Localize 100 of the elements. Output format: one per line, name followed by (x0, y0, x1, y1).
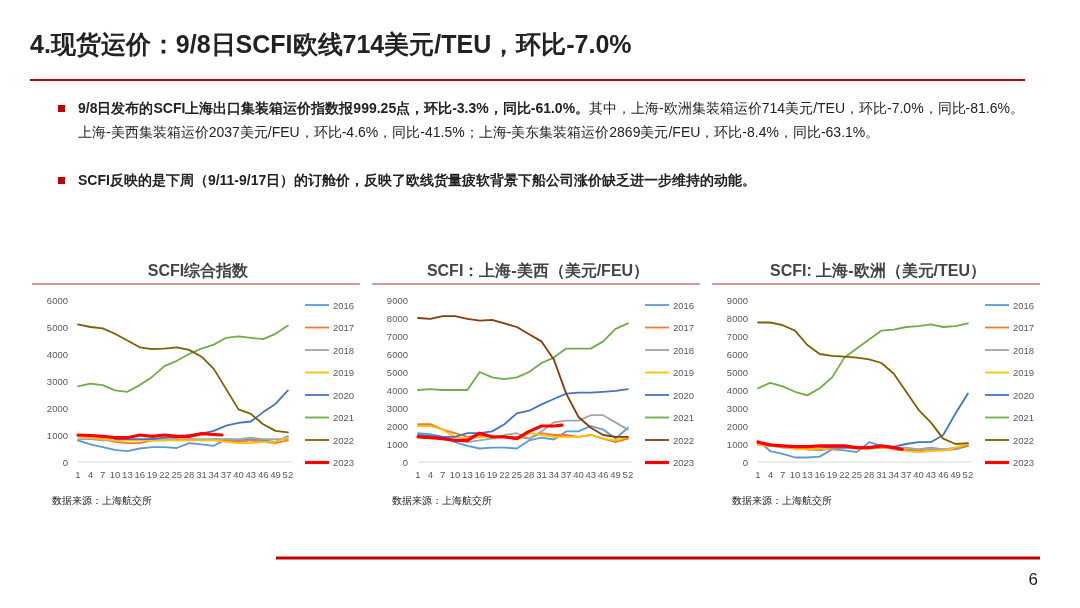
y-tick-label: 4000 (46, 348, 68, 360)
line-series (77, 435, 289, 453)
x-tick-label: 16 (814, 469, 826, 480)
legend-label: 2022 (673, 434, 695, 446)
x-tick-label: 34 (208, 469, 220, 480)
x-tick-label: 19 (146, 469, 158, 480)
y-tick-label: 6000 (386, 348, 408, 360)
x-tick-label: 37 (900, 469, 912, 480)
legend-label: 2018 (673, 344, 695, 356)
line-series (417, 322, 629, 391)
x-tick-label: 13 (122, 469, 133, 480)
x-tick-label: 46 (597, 469, 609, 480)
line-series (757, 321, 969, 445)
legend-label: 2023 (333, 457, 355, 468)
y-tick-label: 5000 (46, 321, 68, 333)
legend-label: 2017 (1013, 322, 1035, 333)
y-tick-label: 8000 (386, 312, 408, 324)
x-tick-label: 43 (245, 469, 257, 480)
x-tick-label: 31 (196, 469, 207, 480)
x-tick-label: 31 (876, 469, 887, 480)
line-series (77, 324, 289, 393)
y-tick-label: 7000 (726, 330, 748, 342)
x-tick-label: 1 (415, 469, 421, 480)
line-series (417, 388, 629, 438)
x-tick-label: 1 (755, 469, 761, 480)
legend-label: 2018 (333, 344, 355, 356)
x-tick-label: 4 (87, 469, 93, 480)
x-tick-label: 4 (427, 469, 433, 480)
y-tick-label: 9000 (386, 294, 408, 306)
x-tick-label: 31 (536, 469, 547, 480)
x-tick-label: 28 (863, 469, 875, 480)
x-tick-label: 16 (474, 469, 486, 480)
y-tick-label: 6000 (726, 348, 748, 360)
x-tick-label: 13 (462, 469, 473, 480)
x-tick-label: 37 (560, 469, 572, 480)
x-tick-label: 28 (183, 469, 195, 480)
x-tick-label: 34 (548, 469, 560, 480)
x-tick-label: 1 (75, 469, 81, 480)
legend-label: 2019 (673, 367, 695, 378)
legend-label: 2017 (673, 322, 695, 333)
line-series (77, 323, 289, 434)
x-tick-label: 49 (270, 469, 281, 480)
x-tick-label: 49 (610, 469, 621, 480)
y-tick-label: 2000 (726, 420, 748, 432)
legend-label: 2020 (673, 389, 695, 401)
legend-label: 2019 (333, 367, 355, 378)
legend-label: 2020 (333, 389, 355, 401)
legend-label: 2019 (1013, 367, 1035, 378)
y-tick-label: 6000 (46, 294, 68, 306)
x-tick-label: 46 (257, 469, 269, 480)
x-tick-label: 49 (950, 469, 961, 480)
x-tick-label: 25 (511, 469, 523, 480)
x-tick-label: 7 (780, 469, 786, 480)
x-tick-label: 13 (802, 469, 813, 480)
x-tick-label: 52 (282, 469, 294, 480)
y-tick-label: 1000 (726, 438, 748, 450)
line-series (417, 425, 629, 450)
source-note: 数据来源：上海航交所 (52, 495, 152, 506)
legend-label: 2021 (673, 412, 695, 423)
x-tick-label: 16 (134, 469, 146, 480)
y-tick-label: 1000 (386, 438, 408, 450)
legend-label: 2023 (673, 457, 695, 468)
x-tick-label: 34 (888, 469, 900, 480)
y-tick-label: 2000 (46, 402, 68, 414)
legend-label: 2018 (1013, 344, 1035, 356)
x-tick-label: 22 (159, 469, 170, 480)
line-series (756, 440, 904, 451)
y-tick-label: 3000 (386, 402, 408, 414)
line-series (114, 389, 289, 440)
x-tick-label: 4 (767, 469, 773, 480)
x-tick-label: 52 (962, 469, 974, 480)
text: 6 (1028, 570, 1038, 590)
y-tick-label: 7000 (386, 330, 408, 342)
y-tick-label: 4000 (726, 384, 748, 396)
y-tick-label: 0 (402, 456, 408, 468)
y-tick-label: 0 (62, 456, 68, 468)
x-tick-label: 22 (499, 469, 510, 480)
x-tick-label: 43 (925, 469, 937, 480)
legend-label: 2020 (1013, 389, 1035, 401)
text: 9/8日发布的SCFI上海出口集装箱运价指数报999.25点，环比-3.3%，同比-61.0%。其中，上海-欧洲集装箱运价714美元/TEU，环比-7.0%，同比-81.6%。上海-美西集装箱运价2037美元/FEU，环比-4.6%，同比-41.5%；上海-美东集装箱运价2869美元/FEU，环比-8.4%，同比-63.1%。 (78, 99, 1025, 142)
x-tick-label: 40 (573, 469, 584, 480)
x-tick-label: 40 (233, 469, 244, 480)
legend-label: 2021 (333, 412, 355, 423)
x-tick-label: 7 (100, 469, 106, 480)
x-tick-label: 19 (826, 469, 838, 480)
x-tick-label: 10 (789, 469, 801, 480)
line-series (417, 315, 629, 438)
x-tick-label: 25 (171, 469, 183, 480)
y-tick-label: 5000 (386, 366, 408, 378)
y-tick-label: 4000 (386, 384, 408, 396)
legend-label: 2023 (1013, 457, 1035, 468)
legend-label: 2022 (1013, 434, 1035, 446)
y-tick-label: 0 (742, 456, 748, 468)
x-tick-label: 28 (523, 469, 535, 480)
x-tick-label: 37 (220, 469, 232, 480)
x-tick-label: 19 (486, 469, 498, 480)
y-tick-label: 8000 (726, 312, 748, 324)
y-tick-label: 3000 (46, 375, 68, 387)
text: 4.现货运价：9/8日SCFI欧线714美元/TEU，环比-7.0% (30, 29, 632, 60)
x-tick-label: 10 (449, 469, 461, 480)
